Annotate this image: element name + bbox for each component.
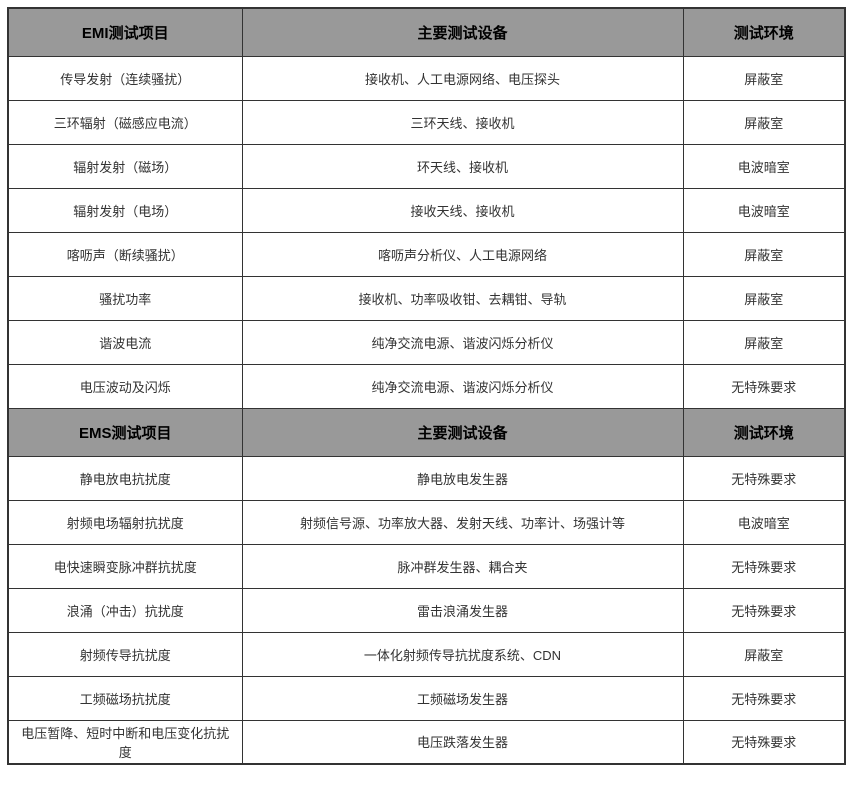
table-cell-environment: 无特殊要求 — [682, 719, 846, 765]
table-cell-item: 电压波动及闪烁 — [7, 363, 243, 409]
table-cell-environment: 无特殊要求 — [682, 675, 846, 721]
table-cell-equipment: 接收机、人工电源网络、电压探头 — [241, 55, 684, 101]
table-cell-item: 三环辐射（磁感应电流） — [7, 99, 243, 145]
table-cell-environment: 电波暗室 — [682, 187, 846, 233]
table-row: 骚扰功率 接收机、功率吸收钳、去耦钳、导轨 屏蔽室 — [7, 275, 846, 321]
table-cell-environment: 屏蔽室 — [682, 631, 846, 677]
table-cell-item: 射频电场辐射抗扰度 — [7, 499, 243, 545]
table-cell-equipment: 电压跌落发生器 — [241, 719, 684, 765]
table-cell-item: 电快速瞬变脉冲群抗扰度 — [7, 543, 243, 589]
column-header-environment: 测试环境 — [682, 7, 846, 57]
column-header-equipment: 主要测试设备 — [241, 7, 684, 57]
table-cell-environment: 屏蔽室 — [682, 275, 846, 321]
emc-test-table: EMI测试项目 主要测试设备 测试环境 传导发射（连续骚扰） 接收机、人工电源网… — [7, 7, 846, 765]
table-cell-environment: 无特殊要求 — [682, 363, 846, 409]
table-row: 静电放电抗扰度 静电放电发生器 无特殊要求 — [7, 455, 846, 501]
table-row: 工频磁场抗扰度 工频磁场发生器 无特殊要求 — [7, 675, 846, 721]
table-row: 辐射发射（电场） 接收天线、接收机 电波暗室 — [7, 187, 846, 233]
table-cell-environment: 无特殊要求 — [682, 543, 846, 589]
table-cell-equipment: 雷击浪涌发生器 — [241, 587, 684, 633]
table-cell-equipment: 工频磁场发生器 — [241, 675, 684, 721]
table-cell-environment: 屏蔽室 — [682, 99, 846, 145]
column-header-environment: 测试环境 — [682, 407, 846, 457]
table-cell-equipment: 一体化射频传导抗扰度系统、CDN — [241, 631, 684, 677]
table-cell-item: 射频传导抗扰度 — [7, 631, 243, 677]
column-header-emi-item: EMI测试项目 — [7, 7, 243, 57]
table-cell-equipment: 三环天线、接收机 — [241, 99, 684, 145]
table-cell-item: 静电放电抗扰度 — [7, 455, 243, 501]
table-cell-environment: 屏蔽室 — [682, 231, 846, 277]
table-cell-equipment: 纯净交流电源、谐波闪烁分析仪 — [241, 319, 684, 365]
table-row: 电快速瞬变脉冲群抗扰度 脉冲群发生器、耦合夹 无特殊要求 — [7, 543, 846, 589]
table-cell-environment: 屏蔽室 — [682, 319, 846, 365]
table-cell-equipment: 喀呖声分析仪、人工电源网络 — [241, 231, 684, 277]
table-cell-environment: 电波暗室 — [682, 143, 846, 189]
table-row: 三环辐射（磁感应电流） 三环天线、接收机 屏蔽室 — [7, 99, 846, 145]
table-cell-environment: 电波暗室 — [682, 499, 846, 545]
table-cell-equipment: 接收天线、接收机 — [241, 187, 684, 233]
table-cell-equipment: 射频信号源、功率放大器、发射天线、功率计、场强计等 — [241, 499, 684, 545]
table-cell-equipment: 脉冲群发生器、耦合夹 — [241, 543, 684, 589]
column-header-equipment: 主要测试设备 — [241, 407, 684, 457]
table-cell-item: 谐波电流 — [7, 319, 243, 365]
table-cell-equipment: 环天线、接收机 — [241, 143, 684, 189]
table-row: 喀呖声（断续骚扰） 喀呖声分析仪、人工电源网络 屏蔽室 — [7, 231, 846, 277]
table-cell-item: 工频磁场抗扰度 — [7, 675, 243, 721]
table-cell-item: 骚扰功率 — [7, 275, 243, 321]
table-header-row-emi: EMI测试项目 主要测试设备 测试环境 — [7, 7, 846, 57]
table-cell-item: 电压暂降、短时中断和电压变化抗扰度 — [7, 719, 243, 765]
table-cell-environment: 无特殊要求 — [682, 587, 846, 633]
table-cell-item: 喀呖声（断续骚扰） — [7, 231, 243, 277]
table-row: 射频电场辐射抗扰度 射频信号源、功率放大器、发射天线、功率计、场强计等 电波暗室 — [7, 499, 846, 545]
table-row: 电压波动及闪烁 纯净交流电源、谐波闪烁分析仪 无特殊要求 — [7, 363, 846, 409]
table-cell-item: 辐射发射（磁场） — [7, 143, 243, 189]
table-cell-item: 辐射发射（电场） — [7, 187, 243, 233]
table-cell-equipment: 纯净交流电源、谐波闪烁分析仪 — [241, 363, 684, 409]
table-cell-equipment: 接收机、功率吸收钳、去耦钳、导轨 — [241, 275, 684, 321]
table-row: 传导发射（连续骚扰） 接收机、人工电源网络、电压探头 屏蔽室 — [7, 55, 846, 101]
table-row: 谐波电流 纯净交流电源、谐波闪烁分析仪 屏蔽室 — [7, 319, 846, 365]
table-row: 电压暂降、短时中断和电压变化抗扰度 电压跌落发生器 无特殊要求 — [7, 719, 846, 765]
table-cell-item: 传导发射（连续骚扰） — [7, 55, 243, 101]
table-cell-equipment: 静电放电发生器 — [241, 455, 684, 501]
table-row: 浪涌（冲击）抗扰度 雷击浪涌发生器 无特殊要求 — [7, 587, 846, 633]
table-cell-environment: 无特殊要求 — [682, 455, 846, 501]
table-header-row-ems: EMS测试项目 主要测试设备 测试环境 — [7, 407, 846, 457]
table-row: 射频传导抗扰度 一体化射频传导抗扰度系统、CDN 屏蔽室 — [7, 631, 846, 677]
table-row: 辐射发射（磁场） 环天线、接收机 电波暗室 — [7, 143, 846, 189]
table-cell-environment: 屏蔽室 — [682, 55, 846, 101]
column-header-ems-item: EMS测试项目 — [7, 407, 243, 457]
table-cell-item: 浪涌（冲击）抗扰度 — [7, 587, 243, 633]
